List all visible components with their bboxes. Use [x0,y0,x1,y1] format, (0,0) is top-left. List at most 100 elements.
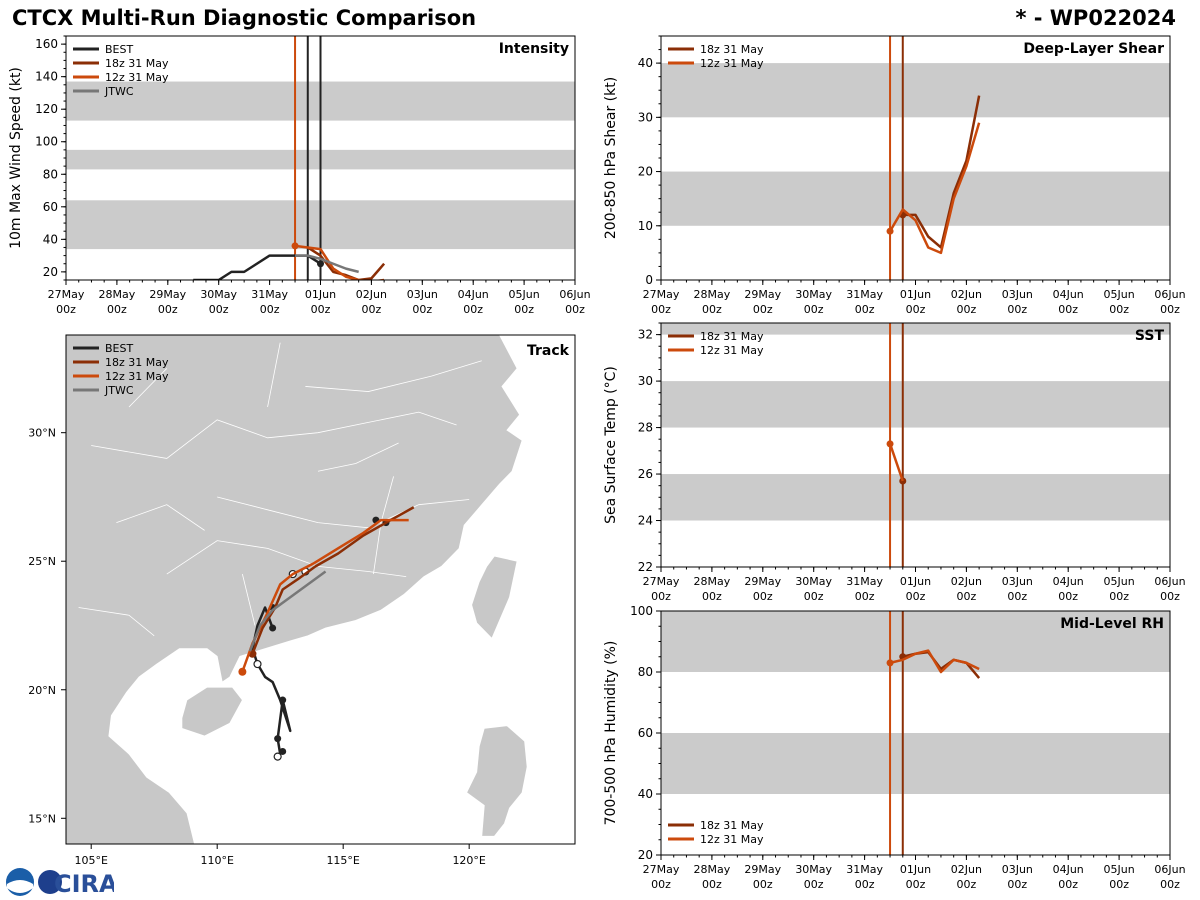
y-tick-label: 20 [638,165,653,179]
lat-tick-label: 20°N [28,684,56,697]
legend-label: 18z 31 May [105,57,169,70]
y-tick-label: 100 [630,604,653,618]
legend-label: 18z 31 May [700,330,764,343]
x-tick-label: 00z [906,590,926,603]
x-tick-label: 00z [702,303,722,316]
series-line [294,244,385,280]
series-marker [291,242,299,250]
y-axis-label: 10m Max Wind Speed (kt) [8,67,24,249]
x-tick-label: 00z [1007,590,1027,603]
x-tick-label: 02Jun [951,863,982,876]
y-tick-label: 40 [638,56,653,70]
x-tick-label: 27May [643,863,680,876]
x-tick-label: 00z [855,303,875,316]
x-tick-label: 00z [651,303,671,316]
panel-title: Intensity [499,41,569,57]
shaded-band [661,381,1170,428]
x-tick-label: 00z [753,590,773,603]
storm-id-label: * - WP022024 [1015,6,1176,30]
x-tick-label: 05Jun [1104,575,1135,588]
x-tick-label: 06Jun [1154,863,1185,876]
y-tick-label: 40 [43,232,58,246]
y-axis-label: 700-500 hPa Humidity (%) [603,641,619,826]
province-border [116,504,205,531]
legend-label: BEST [105,342,133,355]
province-border [267,342,281,408]
legend-label: BEST [105,43,133,56]
y-tick-label: 80 [43,167,58,181]
plot-area [661,36,1170,280]
plot-area [661,611,1170,855]
province-border [317,442,399,472]
panel-rh: 20 40 60 80 100 27May 00z 28May 00z 29May 00z 30May… [603,604,1186,891]
x-tick-label: 05Jun [1104,863,1135,876]
panel-sst: 22 24 26 28 30 32 27May 00z 28May 00z 29May 00z 30Ma… [603,322,1186,603]
x-tick-label: 06Jun [1154,575,1185,588]
x-tick-label: 00z [651,590,671,603]
x-tick-label: 00z [1160,878,1180,891]
y-tick-label: 30 [638,110,653,124]
y-tick-label: 22 [638,560,653,574]
lon-tick-label: 110°E [200,854,233,867]
shaded-band [661,733,1170,794]
lat-tick-label: 25°N [28,555,56,568]
x-tick-label: 00z [957,590,977,603]
taiwan-island [471,555,518,640]
x-tick-label: 00z [753,878,773,891]
x-tick-label: 03Jun [1002,575,1033,588]
x-tick-label: 00z [1058,590,1078,603]
y-tick-label: 24 [638,514,653,528]
x-tick-label: 27May [643,575,680,588]
x-tick-label: 00z [957,878,977,891]
x-tick-label: 04Jun [458,288,489,301]
y-tick-label: 32 [638,328,653,342]
track-line [251,506,415,655]
x-tick-label: 00z [1109,590,1129,603]
x-tick-label: 00z [1109,878,1129,891]
legend-label: 12z 31 May [105,71,169,84]
x-tick-label: 00z [702,590,722,603]
x-tick-label: 06Jun [1154,288,1185,301]
legend-label: 12z 31 May [700,833,764,846]
legend-label: 18z 31 May [700,43,764,56]
series-marker [886,227,894,235]
x-tick-label: 28May [694,863,731,876]
x-tick-label: 02Jun [356,288,387,301]
x-tick-label: 00z [804,303,824,316]
x-tick-label: 05Jun [509,288,540,301]
x-tick-label: 02Jun [951,288,982,301]
y-axis-label: 200-850 hPa Shear (kt) [603,77,619,239]
x-tick-label: 29May [744,863,781,876]
province-border [217,496,470,529]
map-area [66,335,575,844]
x-tick-label: 31May [251,288,288,301]
panel-title: Deep-Layer Shear [1023,41,1164,57]
legend-label: 18z 31 May [700,819,764,832]
y-tick-label: 0 [645,273,653,287]
noaa-cira-logo: CIRA [4,866,114,898]
x-tick-label: 30May [200,288,237,301]
x-tick-label: 04Jun [1053,288,1084,301]
panel-shear: 0 10 20 30 40 27May 00z 28May 00z 29May 00z 30May 00… [603,35,1186,316]
shaded-band [661,323,1170,335]
y-tick-label: 120 [35,102,58,116]
track-point [279,747,287,755]
x-tick-label: 02Jun [951,575,982,588]
x-tick-label: 00z [463,303,483,316]
y-tick-label: 160 [35,37,58,51]
y-tick-label: 28 [638,421,653,435]
x-tick-label: 00z [56,303,76,316]
shaded-band [661,611,1170,672]
x-tick-label: 00z [1058,878,1078,891]
x-tick-label: 03Jun [1002,863,1033,876]
y-tick-label: 40 [638,787,653,801]
x-tick-label: 00z [565,303,585,316]
x-tick-label: 01Jun [900,288,931,301]
y-tick-label: 60 [43,200,58,214]
legend-label: JTWC [104,384,134,397]
track-point [274,735,282,743]
x-tick-label: 30May [795,288,832,301]
plot-area [66,36,575,280]
x-tick-label: 04Jun [1053,575,1084,588]
x-tick-label: 03Jun [1002,288,1033,301]
